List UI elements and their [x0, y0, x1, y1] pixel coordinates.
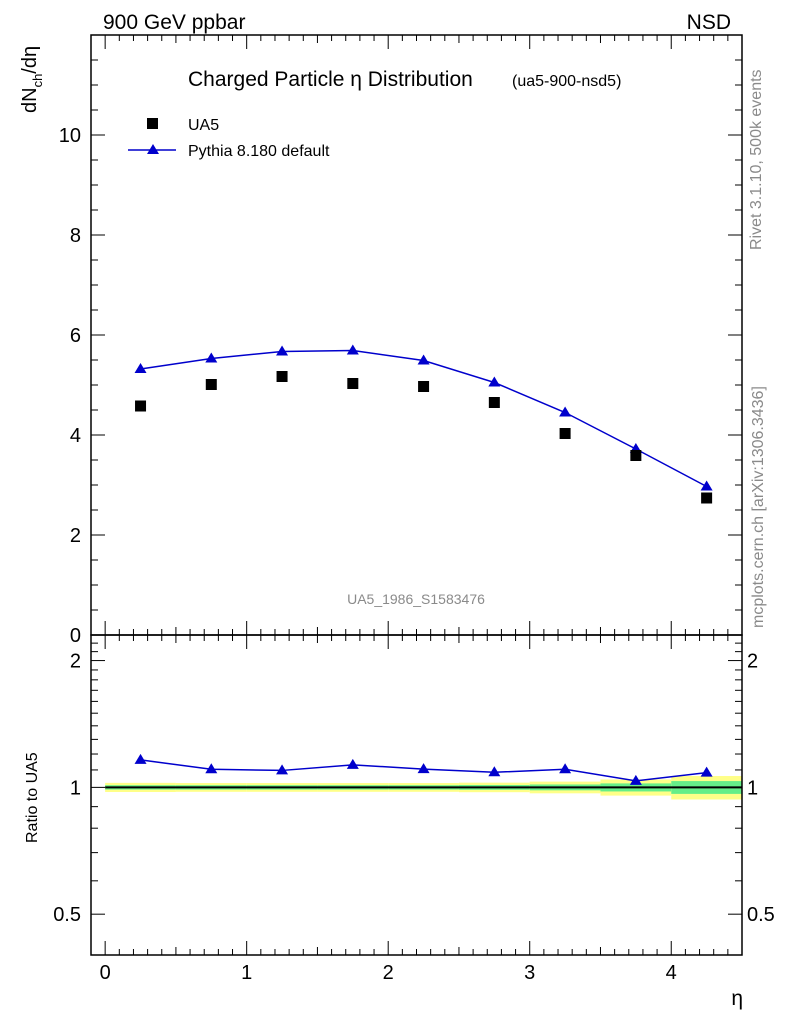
- data-point: [205, 379, 217, 390]
- ratio-y-tick-label-right: 0.5: [747, 904, 775, 926]
- analysis-watermark: UA5_1986_S1583476: [347, 591, 485, 607]
- main-series: [134, 344, 713, 504]
- ratio-point: [700, 766, 713, 777]
- y-tick-label: 6: [70, 325, 81, 347]
- ratio-point: [346, 758, 359, 769]
- ratio-y-tick-label-right: 2: [747, 651, 758, 673]
- mc-line: [140, 349, 707, 488]
- y-tick-label: 10: [59, 125, 81, 147]
- y-tick-label: 0: [70, 625, 81, 647]
- ratio-plot-frame: [90, 634, 743, 956]
- data-point: [630, 450, 642, 461]
- data-point: [701, 492, 713, 504]
- ratio-error-bands: [105, 776, 742, 800]
- mc-point: [700, 480, 713, 491]
- ratio-plot: 0.5 0.5 1 1 2 2 Ratio to UA5: [24, 634, 775, 956]
- mc-point: [205, 352, 218, 363]
- legend: UA5 Pythia 8.180 default: [128, 117, 330, 160]
- main-y-tick-labels: 0 2 4 6 8 10: [59, 125, 81, 647]
- ratio-y-tick-label-right: 1: [747, 777, 758, 799]
- x-tick-label: 1: [241, 962, 252, 984]
- chart-subtitle: (ua5-900-nsd5): [512, 73, 621, 90]
- data-point: [418, 381, 430, 392]
- mc-point: [346, 344, 359, 355]
- legend-mc-label: Pythia 8.180 default: [188, 143, 330, 160]
- mc-point: [488, 376, 501, 387]
- y-tick-label: 4: [70, 425, 81, 447]
- x-tick-label: 0: [100, 962, 111, 984]
- ratio-y-tick-label-left: 2: [70, 651, 81, 673]
- y-tick-label: 8: [70, 225, 81, 247]
- ratio-point: [417, 763, 430, 774]
- y-tick-label: 2: [70, 525, 81, 547]
- data-point: [276, 371, 288, 382]
- y-axis-label: dNch/dη: [19, 46, 45, 113]
- header-left: 900 GeV ppbar: [103, 11, 245, 34]
- x-tick-labels: 0 1 2 3 4: [100, 962, 677, 984]
- data-point: [347, 378, 359, 389]
- x-axis-label: η: [731, 987, 743, 1010]
- ratio-point: [629, 774, 642, 785]
- data-point: [488, 397, 500, 408]
- mc-point: [134, 363, 147, 373]
- legend-data-label: UA5: [188, 117, 219, 134]
- data-point: [135, 400, 147, 412]
- ratio-y-tick-labels: 0.5 0.5 1 1 2 2: [53, 651, 775, 927]
- mc-point: [276, 345, 289, 356]
- legend-data-marker: [147, 118, 158, 129]
- legend-mc-marker: [147, 144, 159, 154]
- ratio-y-axis-label: Ratio to UA5: [24, 752, 41, 843]
- x-tick-label: 4: [666, 962, 677, 984]
- x-tick-label: 3: [524, 962, 535, 984]
- header-right: NSD: [687, 11, 731, 34]
- rivet-version-label: Rivet 3.1.10, 500k events: [748, 69, 765, 250]
- ratio-y-tick-label-left: 1: [70, 777, 81, 799]
- source-label: mcplots.cern.ch [arXiv:1306.3436]: [750, 386, 767, 628]
- ratio-point: [488, 766, 501, 777]
- data-point: [559, 428, 571, 439]
- ratio-point: [134, 753, 147, 764]
- ratio-point: [205, 763, 218, 774]
- mc-point: [417, 354, 430, 365]
- x-tick-label: 2: [383, 962, 394, 984]
- ratio-y-tick-label-left: 0.5: [53, 904, 81, 926]
- ratio-series: [134, 753, 713, 785]
- chart-title: Charged Particle η Distribution: [188, 68, 473, 91]
- mc-point: [559, 406, 572, 417]
- ratio-point: [559, 763, 572, 774]
- ratio-point: [276, 764, 289, 775]
